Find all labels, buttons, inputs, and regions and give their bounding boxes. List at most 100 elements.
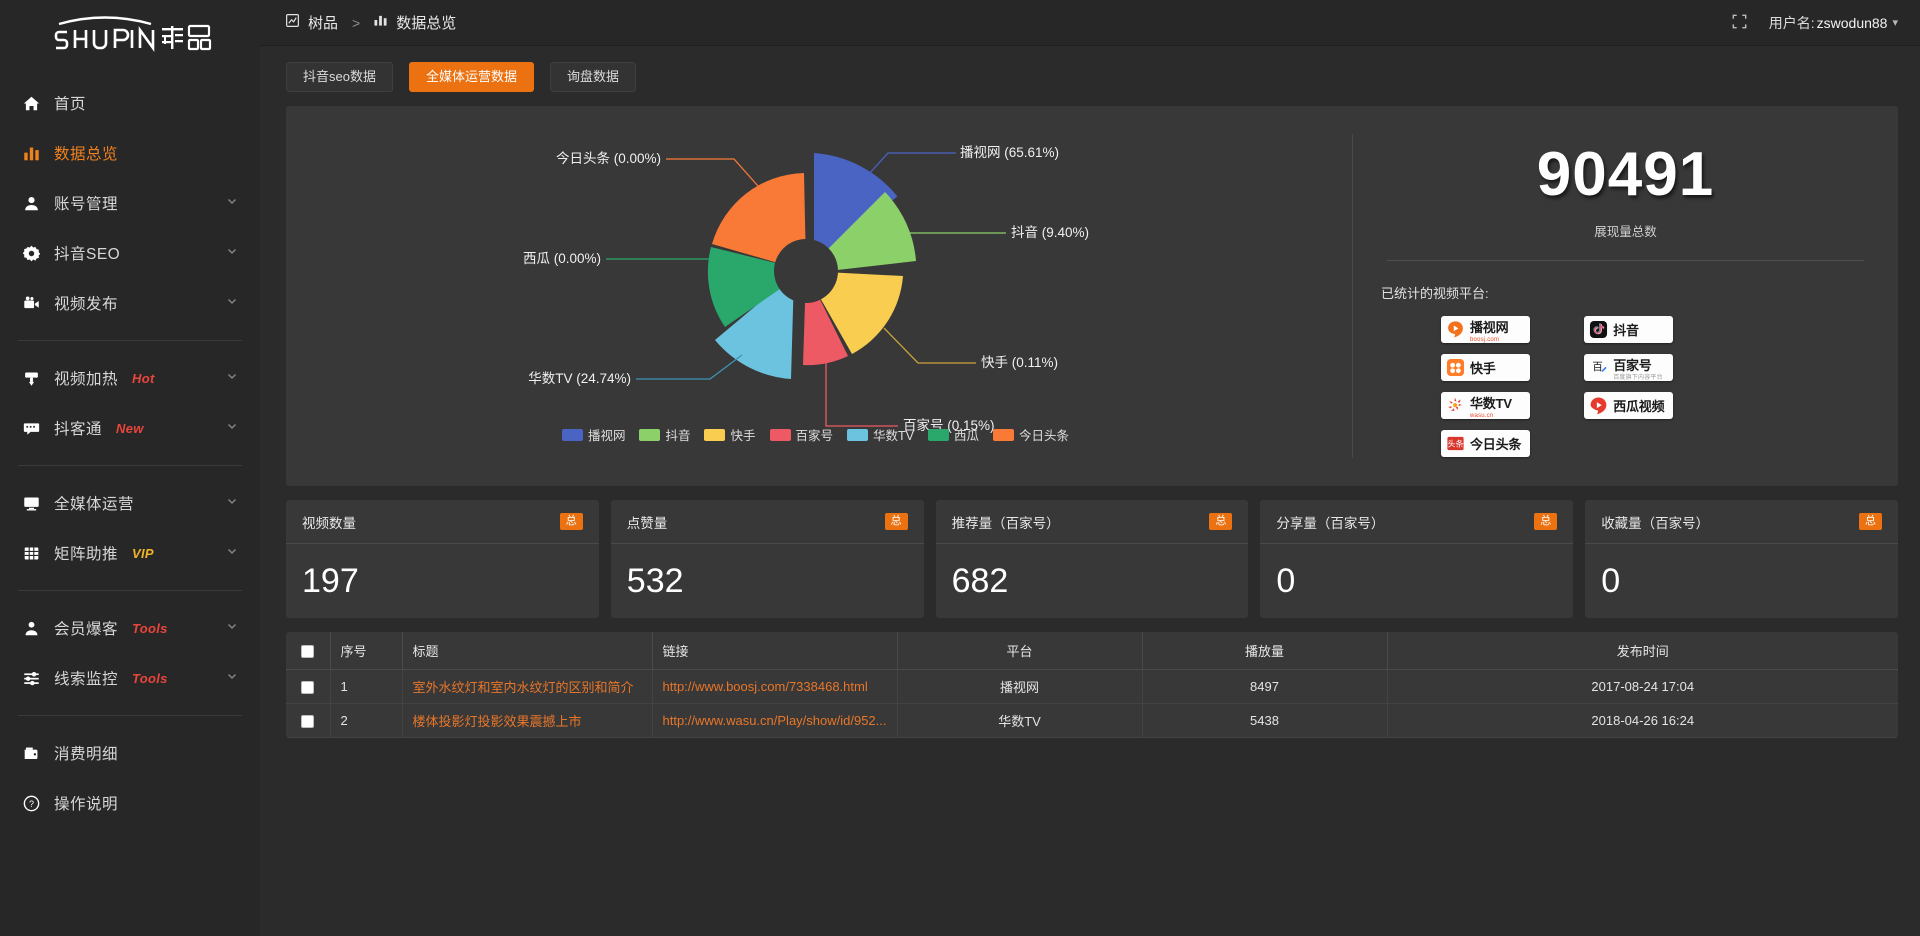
wasu-logo-icon <box>1447 397 1462 411</box>
chevron-down-icon <box>226 369 238 387</box>
sidebar-item-data-overview[interactable]: 数据总览 <box>0 128 260 178</box>
legend-swatch <box>561 428 583 441</box>
sidebar-item-label: 全媒体运营 <box>54 496 135 513</box>
topbar-right: 用户名: zswodun88 ▾ <box>1732 13 1898 33</box>
sidebar-item-lead-monitor[interactable]: 线索监控 Tools <box>0 653 260 703</box>
card-value: 532 <box>626 561 684 600</box>
row-checkbox[interactable] <box>301 680 315 694</box>
svg-text:头条: 头条 <box>1447 439 1463 449</box>
card-title: 点赞量 <box>626 515 668 531</box>
platform-name: 今日头条 <box>1470 437 1522 453</box>
platform-chip-boosj[interactable]: 播视网 boosj.com <box>1441 316 1531 344</box>
pie-slice-wasutv[interactable] <box>715 272 796 379</box>
tab-inquiry-data[interactable]: 询盘数据 <box>549 62 636 92</box>
platform-name: 西瓜视频 <box>1613 399 1665 415</box>
platform-chip-kuaishou[interactable]: 快手 <box>1441 354 1531 382</box>
tab-douyin-seo-data[interactable]: 抖音seo数据 <box>286 62 393 92</box>
platform-chip-baijiahao[interactable]: 百 百家号 百度旗下内容平台 <box>1584 354 1674 382</box>
brand-logo[interactable] <box>0 0 260 60</box>
tab-omnimedia-data[interactable]: 全媒体运营数据 <box>408 62 534 92</box>
breadcrumb-current-label: 数据总览 <box>396 15 457 32</box>
pie-label-toutiao: 今日头条 (0.00%) <box>556 150 661 166</box>
donut-hole <box>774 239 838 303</box>
platform-chip-xigua[interactable]: 西瓜视频 <box>1584 392 1674 420</box>
row-plays: 8497 <box>1142 669 1388 704</box>
sidebar-item-video-publish[interactable]: 视频发布 <box>0 278 260 328</box>
sidebar-item-consumption-detail[interactable]: 消费明细 <box>0 728 260 778</box>
row-url-link[interactable]: http://www.boosj.com/7338468.html <box>652 669 898 704</box>
platform-chip-toutiao[interactable]: 头条 今日头条 <box>1441 430 1531 458</box>
card-title: 分享量（百家号） <box>1276 515 1385 531</box>
fullscreen-icon[interactable] <box>1732 14 1747 32</box>
sidebar-item-omnimedia[interactable]: 全媒体运营 <box>0 478 260 528</box>
card-title: 收藏量（百家号） <box>1601 515 1710 531</box>
baijiahao-logo-icon: 百 <box>1593 361 1607 373</box>
sidebar-nav: 首页 数据总览 账号管理 抖音 <box>0 60 260 828</box>
breadcrumb-root[interactable]: 树品 <box>286 12 338 33</box>
legend-item-kuaishou[interactable]: 快手 <box>704 425 756 444</box>
sidebar-item-home[interactable]: 首页 <box>0 78 260 128</box>
wallet-icon <box>20 742 42 764</box>
user-menu[interactable]: 用户名: zswodun88 ▾ <box>1769 13 1898 33</box>
legend-item-wasutv[interactable]: 华数TV <box>847 425 914 444</box>
chevron-down-icon: ▾ <box>1892 17 1898 29</box>
overview-panel: 播视网 (65.61%) 抖音 (9.40%) 快手 (0.11%) 百家号 (… <box>286 106 1898 486</box>
stat-card-video-count: 视频数量 总 197 <box>286 500 599 618</box>
table-row[interactable]: 2 楼体投影灯投影效果震撼上市 http://www.wasu.cn/Play/… <box>286 703 1898 738</box>
monitor-icon <box>20 492 42 514</box>
platform-name: 华数TV <box>1470 395 1512 411</box>
sidebar-item-matrix-boost[interactable]: 矩阵助推 VIP <box>0 528 260 578</box>
table-row[interactable]: 1 室外水纹灯和室内水纹灯的区别和简介 http://www.boosj.com… <box>286 669 1898 704</box>
table-header-plays: 播放量 <box>1142 632 1388 670</box>
pie-slice-douyin[interactable] <box>808 192 916 273</box>
platform-chip-wasutv[interactable]: 华数TV wasu.cn <box>1441 392 1531 420</box>
row-select-cell <box>286 703 331 738</box>
legend-item-xigua[interactable]: 西瓜 <box>928 425 979 444</box>
select-all-checkbox[interactable] <box>301 644 315 658</box>
row-platform: 华数TV <box>897 703 1143 738</box>
sidebar-item-label: 抖客通 <box>54 421 103 438</box>
pie-label-baijiahao: 百家号 (0.15%) <box>903 417 995 433</box>
table-head: 序号 标题 链接 平台 播放量 发布时间 <box>286 632 1898 670</box>
legend-item-toutiao[interactable]: 今日头条 <box>993 425 1069 444</box>
legend-item-boosj[interactable]: 播视网 <box>561 425 625 444</box>
chevron-down-icon <box>226 244 238 262</box>
summary-divider <box>1387 260 1864 262</box>
stat-card-recommendations: 推荐量（百家号） 总 682 <box>935 500 1249 618</box>
sidebar-item-douketong[interactable]: 抖客通 New <box>0 403 260 453</box>
breadcrumb-current[interactable]: 数据总览 <box>374 12 456 33</box>
sidebar-badge-tools: Tools <box>132 670 168 686</box>
chevron-down-icon <box>226 544 238 562</box>
bar-chart-icon <box>374 14 387 31</box>
platform-sub: wasu.cn <box>1470 412 1494 419</box>
pie-slice-boosj[interactable] <box>814 153 898 263</box>
sidebar-item-member-marketing[interactable]: 会员爆客 Tools <box>0 603 260 653</box>
pie-label-boosj: 播视网 (65.61%) <box>960 145 1059 160</box>
row-no: 1 <box>330 669 403 704</box>
sidebar-item-instructions[interactable]: ? 操作说明 <box>0 778 260 828</box>
row-title-link[interactable]: 楼体投影灯投影效果震撼上市 <box>402 703 653 738</box>
platform-chip-douyin[interactable]: 抖音 <box>1584 316 1674 344</box>
sidebar-item-douyin-seo[interactable]: 抖音SEO <box>0 228 260 278</box>
breadcrumb-root-label: 树品 <box>308 15 339 32</box>
sidebar-item-account-management[interactable]: 账号管理 <box>0 178 260 228</box>
platforms-title: 已统计的视频平台: <box>1381 286 1489 302</box>
legend-item-baijiahao[interactable]: 百家号 <box>769 425 833 444</box>
row-no: 2 <box>330 703 403 738</box>
card-header: 收藏量（百家号） 总 <box>1585 500 1898 544</box>
topbar: 树品 > 数据总览 用户名: zswodun88 ▾ <box>260 0 1920 46</box>
row-checkbox[interactable] <box>301 714 315 728</box>
pie-slice-toutiao[interactable] <box>712 173 806 271</box>
sidebar-item-video-boost[interactable]: 视频加热 Hot <box>0 353 260 403</box>
platform-sub: boosj.com <box>1470 336 1500 343</box>
legend-item-douyin[interactable]: 抖音 <box>639 425 690 444</box>
card-header: 点赞量 总 <box>610 500 924 544</box>
row-url-link[interactable]: http://www.wasu.cn/Play/show/id/952... <box>652 703 898 738</box>
row-title-link[interactable]: 室外水纹灯和室内水纹灯的区别和简介 <box>402 669 653 704</box>
stat-card-shares: 分享量（百家号） 总 0 <box>1260 500 1574 618</box>
pie-label-douyin: 抖音 (9.40%) <box>1011 224 1089 240</box>
platform-column-left: 播视网 boosj.com 快手 <box>1441 316 1531 458</box>
platform-column-right: 抖音 百 百家号 百度旗下内容平台 <box>1584 316 1674 457</box>
platform-name: 抖音 <box>1613 323 1639 339</box>
table-header-publish-time: 发布时间 <box>1387 632 1898 670</box>
